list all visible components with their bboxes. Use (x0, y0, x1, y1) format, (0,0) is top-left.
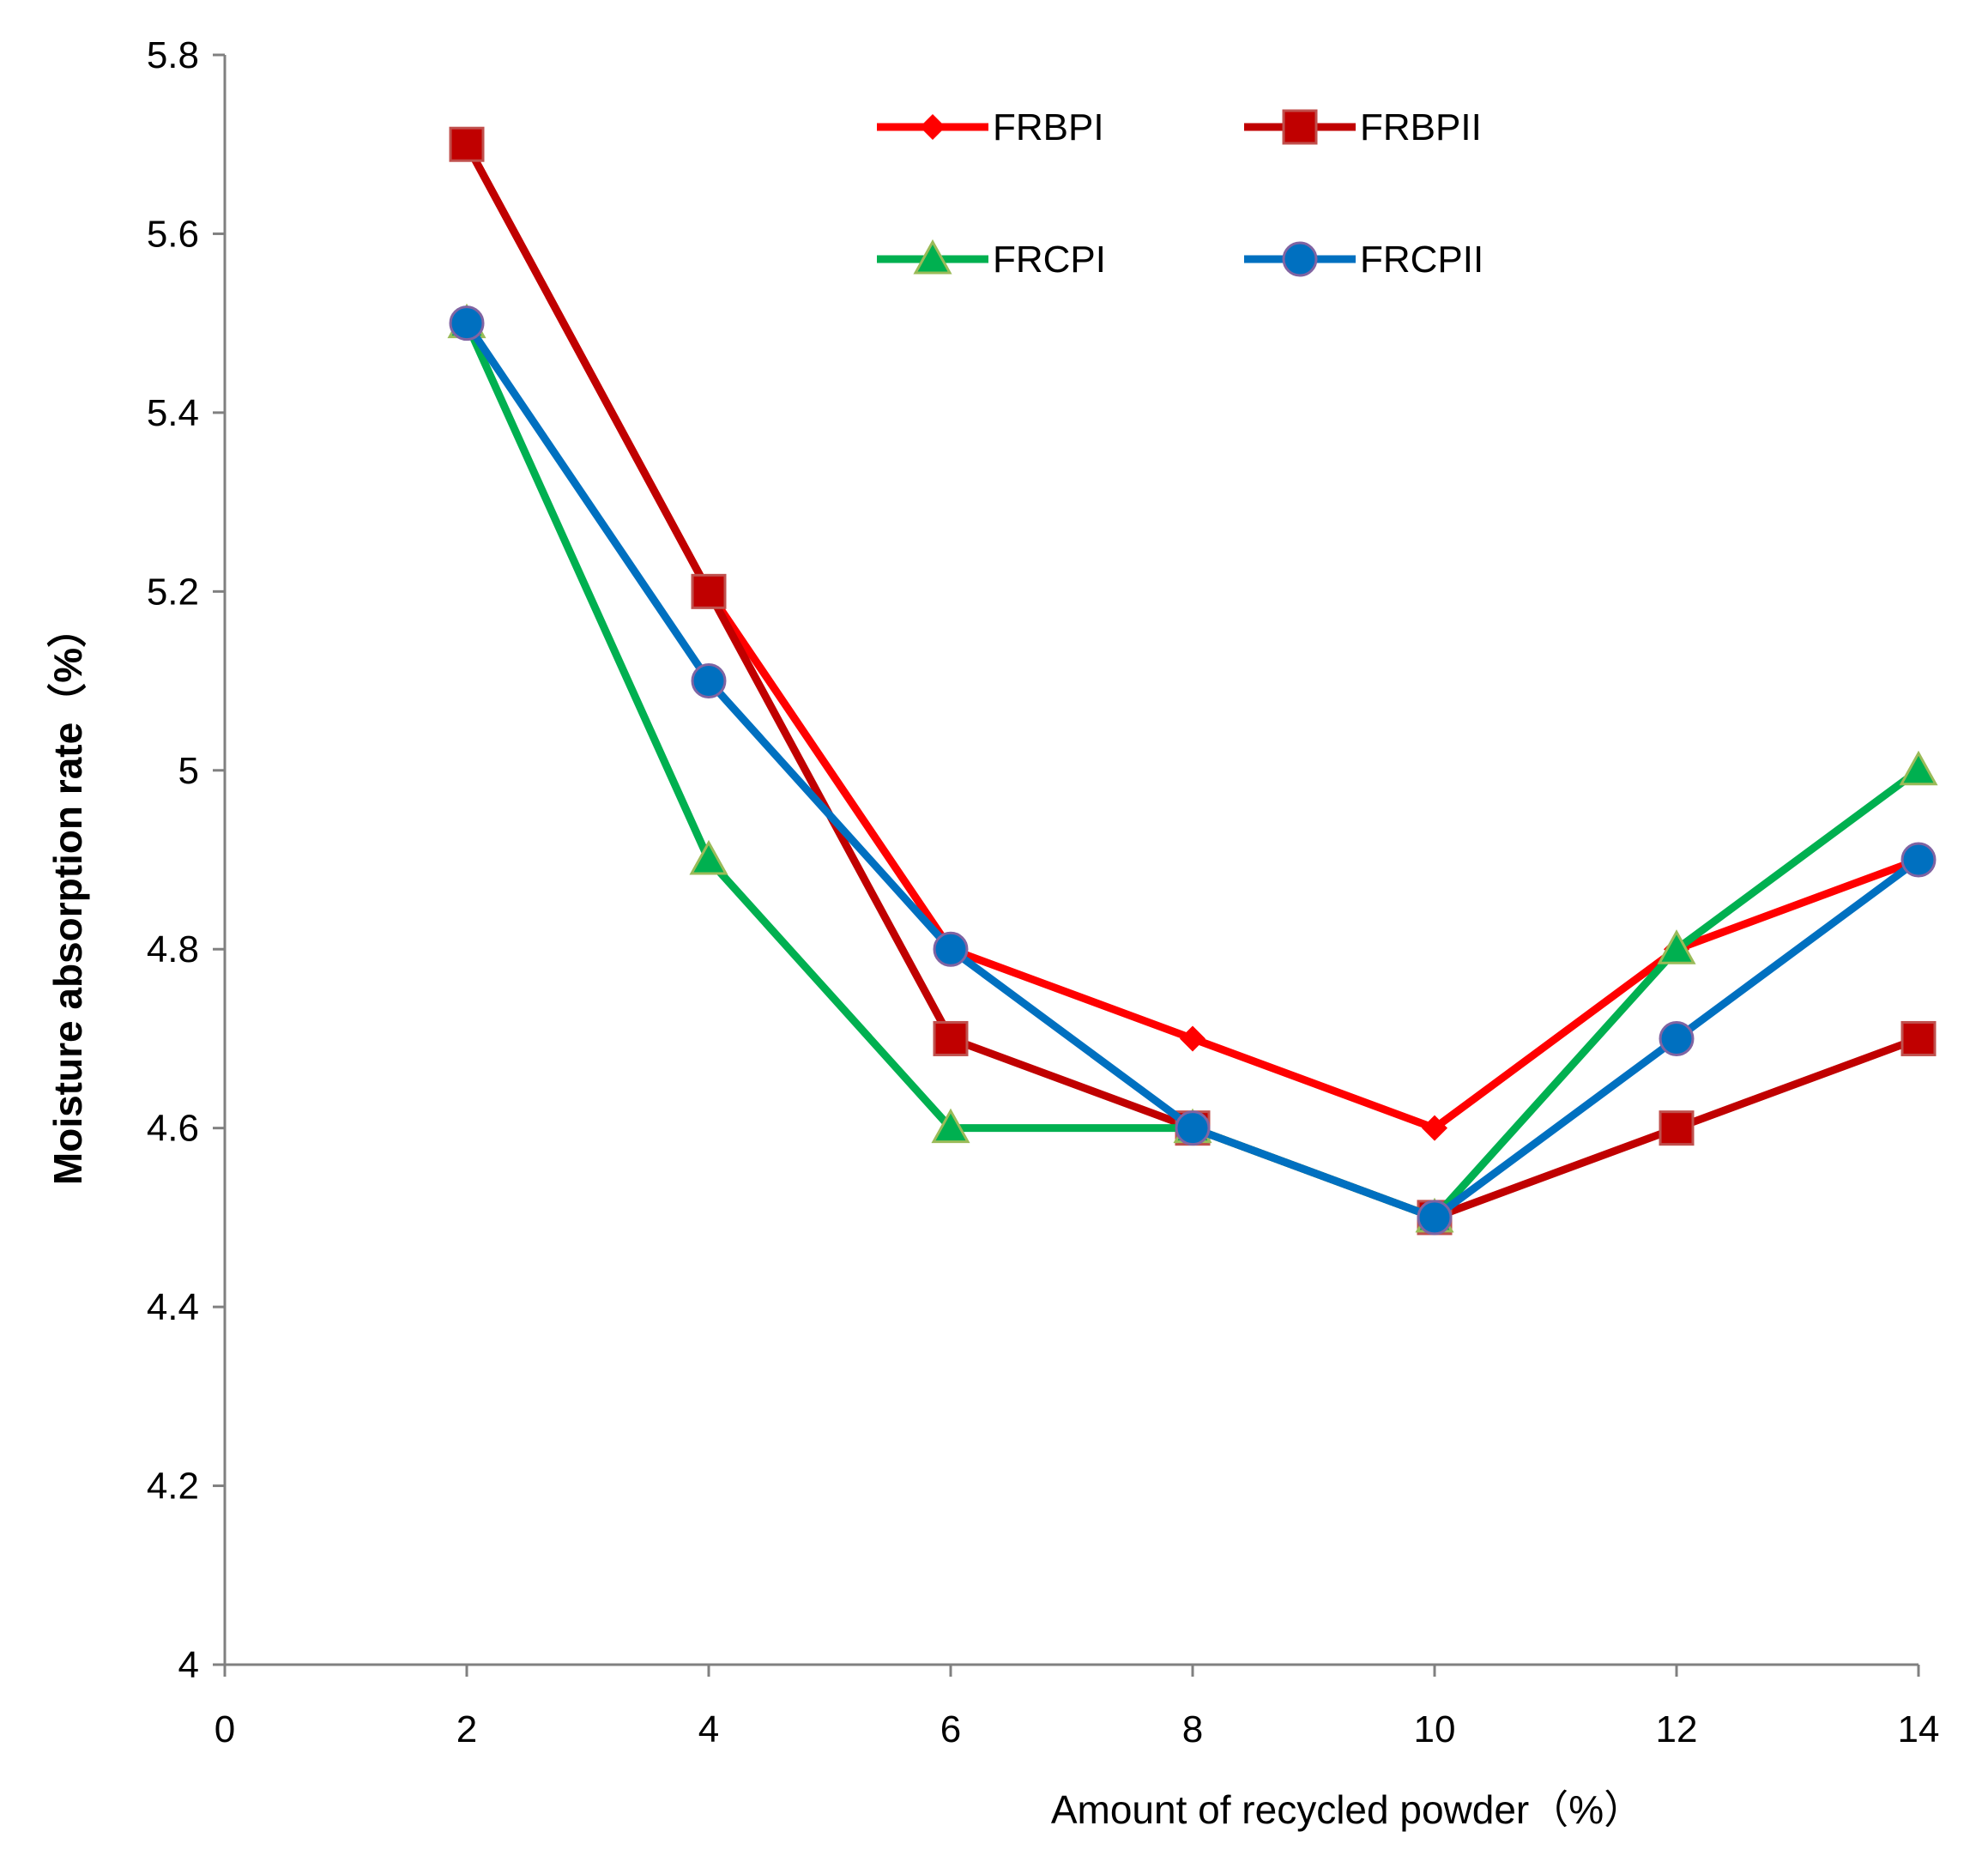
legend-item-frbpii: FRBPII (1244, 106, 1482, 148)
x-tick-label: 14 (1898, 1708, 1940, 1750)
data-point (449, 305, 485, 342)
y-tick-label: 5.2 (147, 571, 199, 613)
legend-item-frcpi: FRCPI (877, 239, 1106, 281)
legend: FRBPI FRBPII FRCPI FRCPII (877, 106, 1483, 281)
y-tick-label: 4.2 (147, 1466, 199, 1508)
axes: 4 4.2 4.4 4.6 4.8 5 5.2 5.4 5.6 5.8 0 2 4 6 8 10 12 14 (147, 34, 1940, 1750)
legend-item-frbpi: FRBPI (877, 106, 1104, 148)
data-point (449, 126, 485, 162)
x-tick-label: 12 (1656, 1708, 1698, 1750)
x-axis-title: Amount of recycled powder（%） (1051, 1787, 1643, 1832)
legend-marker (1282, 109, 1318, 145)
data-point (1657, 929, 1696, 964)
data-point (1659, 1020, 1695, 1056)
y-tick-label: 5.4 (147, 392, 199, 434)
y-axis-title: Moisture absorption rate（%） (45, 608, 90, 1185)
series-frcpii (449, 305, 1937, 1236)
legend-item-frcpii: FRCPII (1244, 239, 1483, 281)
data-point (1417, 1200, 1453, 1236)
y-tick-label: 5.6 (147, 213, 199, 255)
y-tick-label: 5.8 (147, 34, 199, 76)
legend-label: FRCPI (993, 239, 1106, 281)
series-frbpii (449, 126, 1937, 1236)
data-point (933, 1020, 969, 1056)
data-point (1659, 1110, 1695, 1146)
series-line-frcpi (462, 321, 1921, 1222)
data-point (933, 931, 969, 967)
data-point (691, 663, 727, 699)
data-point (1900, 842, 1937, 878)
data-point (1422, 1115, 1447, 1141)
legend-marker (1282, 241, 1318, 277)
y-tick-label: 4 (178, 1644, 199, 1686)
legend-label: FRBPI (993, 106, 1104, 148)
x-tick-label: 0 (215, 1708, 235, 1750)
series-line-frcpii (463, 321, 1921, 1222)
legend-label: FRCPII (1360, 239, 1483, 281)
legend-label: FRBPII (1360, 106, 1482, 148)
data-point (689, 839, 728, 875)
data-point (931, 1108, 970, 1144)
x-tick-label: 8 (1182, 1708, 1203, 1750)
series-line-frbpi (463, 142, 1920, 1133)
legend-marker (913, 239, 952, 275)
data-point (691, 573, 727, 609)
series-frcpi (447, 303, 1938, 1233)
data-point (1180, 1025, 1205, 1052)
x-tick-label: 4 (698, 1708, 719, 1750)
y-tick-label: 4.4 (147, 1286, 199, 1328)
y-tick-label: 4.8 (147, 928, 199, 970)
data-point (1175, 1110, 1211, 1146)
y-tick-label: 4.6 (147, 1108, 199, 1150)
x-tick-label: 10 (1414, 1708, 1456, 1750)
series-layer (447, 126, 1938, 1236)
x-tick-label: 6 (940, 1708, 961, 1750)
data-point (1899, 750, 1938, 786)
series-line-frbpii (463, 142, 1920, 1222)
y-tick-label: 5 (178, 750, 199, 792)
data-point (1900, 1020, 1937, 1056)
legend-marker (920, 114, 946, 140)
x-tick-label: 2 (456, 1708, 477, 1750)
